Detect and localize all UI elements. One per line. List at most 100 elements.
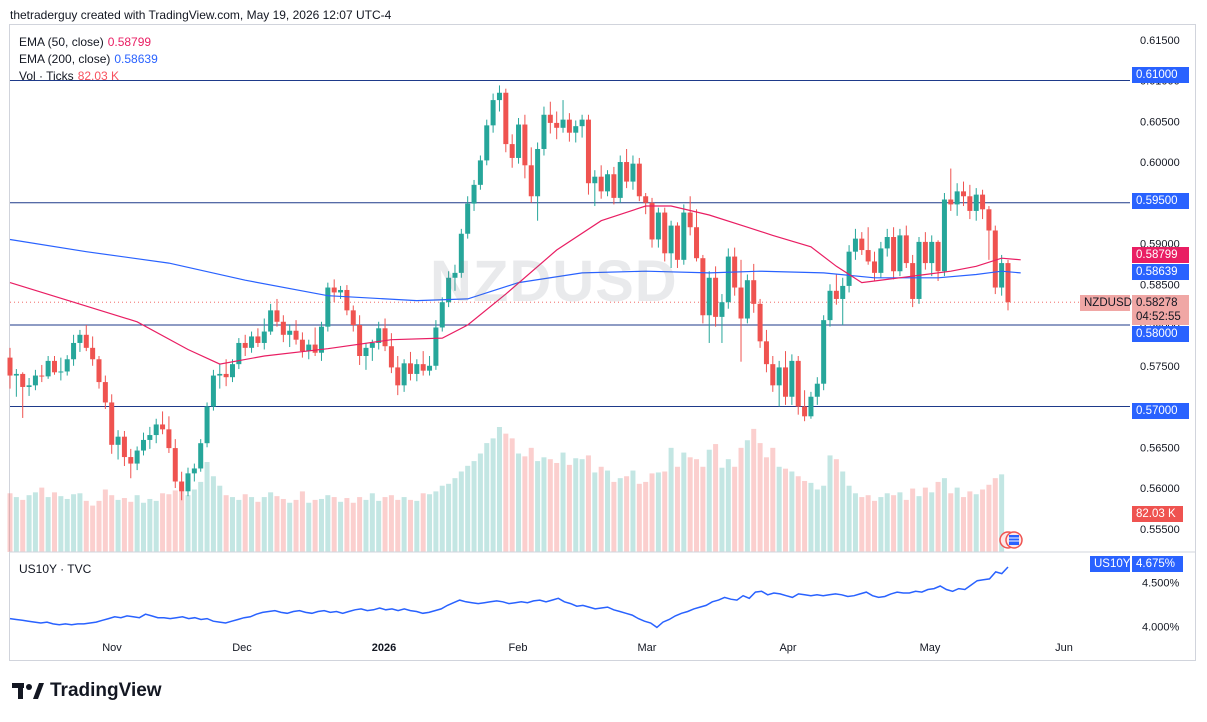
candle[interactable] bbox=[624, 148, 630, 189]
candle[interactable] bbox=[7, 347, 13, 389]
candle[interactable] bbox=[954, 183, 960, 216]
legend-us10y[interactable]: US10Y · TVC bbox=[19, 562, 91, 576]
candle[interactable] bbox=[96, 355, 102, 389]
candle[interactable] bbox=[827, 284, 833, 327]
candle[interactable] bbox=[814, 377, 820, 405]
candle[interactable] bbox=[821, 315, 827, 391]
candle[interactable] bbox=[179, 471, 185, 501]
candle[interactable] bbox=[427, 355, 433, 376]
candle[interactable] bbox=[191, 463, 197, 482]
candle[interactable] bbox=[147, 426, 153, 449]
candle[interactable] bbox=[783, 351, 789, 405]
legend-ema200[interactable]: EMA (200, close) 0.58639 bbox=[19, 52, 158, 66]
candle[interactable] bbox=[566, 113, 572, 142]
candle[interactable] bbox=[700, 254, 706, 324]
candle[interactable] bbox=[573, 120, 579, 143]
candle[interactable] bbox=[420, 351, 426, 376]
candle[interactable] bbox=[414, 359, 420, 382]
candle[interactable] bbox=[636, 157, 642, 202]
candle[interactable] bbox=[268, 303, 274, 335]
candle[interactable] bbox=[325, 282, 331, 332]
candle[interactable] bbox=[433, 320, 439, 370]
candle[interactable] bbox=[503, 88, 509, 153]
candle[interactable] bbox=[274, 298, 280, 327]
legend-ema50[interactable]: EMA (50, close) 0.58799 bbox=[19, 35, 151, 49]
candle[interactable] bbox=[973, 188, 979, 221]
candle[interactable] bbox=[649, 197, 655, 248]
candle[interactable] bbox=[312, 327, 318, 356]
candle[interactable] bbox=[560, 100, 566, 133]
candle[interactable] bbox=[916, 237, 922, 304]
candle[interactable] bbox=[859, 232, 865, 255]
candle[interactable] bbox=[439, 297, 445, 332]
candle[interactable] bbox=[751, 263, 757, 313]
candle[interactable] bbox=[852, 228, 858, 260]
candle[interactable] bbox=[51, 355, 57, 375]
candle[interactable] bbox=[210, 369, 216, 411]
candle[interactable] bbox=[999, 254, 1005, 296]
candle[interactable] bbox=[90, 336, 96, 366]
candle[interactable] bbox=[846, 245, 852, 293]
candle[interactable] bbox=[738, 259, 744, 362]
candle[interactable] bbox=[407, 351, 413, 381]
candle[interactable] bbox=[725, 248, 731, 309]
candle[interactable] bbox=[878, 241, 884, 278]
candle[interactable] bbox=[280, 315, 286, 343]
candle[interactable] bbox=[331, 279, 337, 303]
candle[interactable] bbox=[121, 430, 127, 467]
candle[interactable] bbox=[299, 332, 305, 358]
legend-volume[interactable]: Vol · Ticks 82.03 K bbox=[19, 69, 119, 83]
candle[interactable] bbox=[471, 179, 477, 211]
candle[interactable] bbox=[865, 227, 871, 265]
candle[interactable] bbox=[153, 418, 159, 444]
candle[interactable] bbox=[967, 184, 973, 220]
candle[interactable] bbox=[935, 240, 941, 282]
candle[interactable] bbox=[554, 111, 560, 140]
candle[interactable] bbox=[1005, 259, 1011, 311]
candle[interactable] bbox=[541, 106, 547, 156]
candle[interactable] bbox=[662, 207, 668, 262]
candle[interactable] bbox=[605, 170, 611, 197]
candle[interactable] bbox=[446, 271, 452, 308]
tradingview-logo[interactable]: TradingView bbox=[12, 680, 162, 702]
candle[interactable] bbox=[922, 232, 928, 270]
candle[interactable] bbox=[198, 439, 204, 472]
candle[interactable] bbox=[344, 285, 350, 316]
candle[interactable] bbox=[986, 206, 992, 260]
candle[interactable] bbox=[236, 338, 242, 370]
candle[interactable] bbox=[948, 168, 954, 211]
candle[interactable] bbox=[668, 220, 674, 268]
candle[interactable] bbox=[128, 448, 134, 479]
candle[interactable] bbox=[172, 439, 178, 489]
candle[interactable] bbox=[744, 274, 750, 324]
candle[interactable] bbox=[287, 324, 293, 348]
candle[interactable] bbox=[516, 118, 522, 164]
candle[interactable] bbox=[115, 430, 121, 460]
candle[interactable] bbox=[674, 222, 680, 268]
candle[interactable] bbox=[802, 390, 808, 422]
candle[interactable] bbox=[363, 342, 369, 370]
event-flag-icon[interactable] bbox=[999, 529, 1029, 551]
candle[interactable] bbox=[694, 209, 700, 262]
candle[interactable] bbox=[681, 204, 687, 265]
candle[interactable] bbox=[369, 339, 375, 361]
candle[interactable] bbox=[941, 192, 947, 277]
candle[interactable] bbox=[261, 318, 267, 350]
candle[interactable] bbox=[350, 305, 356, 332]
candle[interactable] bbox=[45, 355, 51, 379]
candle[interactable] bbox=[77, 329, 83, 352]
candle[interactable] bbox=[884, 228, 890, 257]
candle[interactable] bbox=[795, 355, 801, 415]
candle[interactable] bbox=[611, 166, 617, 205]
candle[interactable] bbox=[687, 196, 693, 236]
candle[interactable] bbox=[395, 355, 401, 396]
candle[interactable] bbox=[109, 394, 115, 454]
candle[interactable] bbox=[39, 364, 45, 383]
candle[interactable] bbox=[26, 378, 32, 396]
candle[interactable] bbox=[490, 93, 496, 133]
candle[interactable] bbox=[185, 467, 191, 497]
candle[interactable] bbox=[229, 359, 235, 383]
candle[interactable] bbox=[306, 339, 312, 360]
candle[interactable] bbox=[13, 369, 19, 397]
